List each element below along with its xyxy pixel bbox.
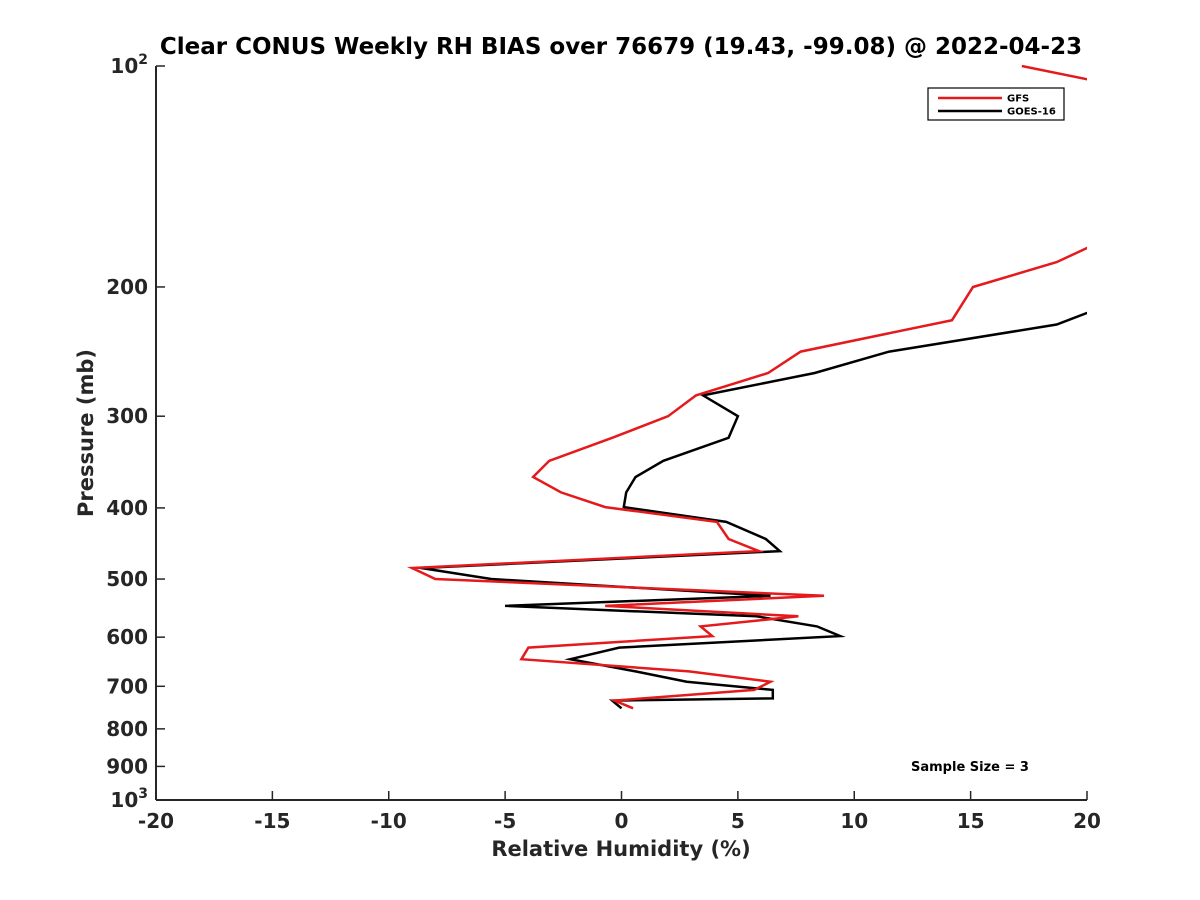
y-tick-label: 400	[106, 496, 148, 520]
y-tick-label: 500	[106, 567, 148, 591]
y-tick-label: 700	[106, 674, 148, 698]
x-tick-label: 0	[615, 809, 629, 833]
x-tick-label: 15	[957, 809, 985, 833]
y-tick-label: 800	[106, 717, 148, 741]
y-tick-label: 900	[106, 754, 148, 778]
ticks-layer: -20 -15 -10 -5 0 5 10 15 20 102 200 300 400 500 600 700…	[106, 52, 1101, 833]
x-tick-label: -5	[494, 809, 516, 833]
x-tick-label: -10	[371, 809, 407, 833]
legend-label-goes16: GOES-16	[1007, 107, 1056, 118]
series-line-gfs	[406, 65, 1087, 710]
y-tick-label: 103	[110, 786, 148, 812]
legend-label-gfs: GFS	[1007, 94, 1029, 105]
y-tick-label: 200	[106, 275, 148, 299]
y-tick-label: 600	[106, 625, 148, 649]
y-tick-label: 300	[106, 404, 148, 428]
x-tick-label: 20	[1073, 809, 1101, 833]
x-tick-label: 10	[840, 809, 868, 833]
sample-size-annotation: Sample Size = 3	[911, 760, 1029, 775]
y-axis-title: Pressure (mb)	[74, 349, 98, 517]
x-axis-title: Relative Humidity (%)	[491, 837, 750, 861]
y-tick-label: 102	[110, 52, 148, 78]
chart-title: Clear CONUS Weekly RH BIAS over 76679 (1…	[160, 34, 1082, 60]
x-tick-label: -20	[138, 809, 174, 833]
series-layer	[406, 65, 1087, 710]
legend: GFS GOES-16	[927, 87, 1065, 121]
x-tick-label: 5	[731, 809, 745, 833]
x-tick-label: -15	[254, 809, 290, 833]
legend-box	[927, 87, 1065, 121]
